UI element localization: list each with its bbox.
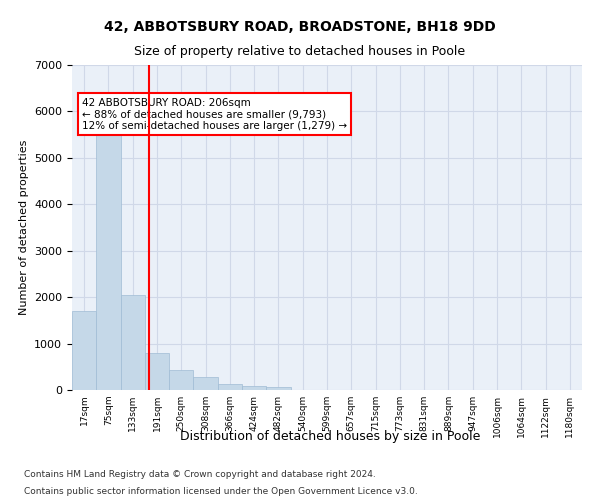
- Text: Distribution of detached houses by size in Poole: Distribution of detached houses by size …: [180, 430, 480, 443]
- Text: Contains HM Land Registry data © Crown copyright and database right 2024.: Contains HM Land Registry data © Crown c…: [24, 470, 376, 479]
- Bar: [218, 384, 242, 390]
- Text: Contains public sector information licensed under the Open Government Licence v3: Contains public sector information licen…: [24, 488, 418, 496]
- Bar: [145, 353, 169, 390]
- Bar: [72, 311, 96, 390]
- Bar: [169, 370, 193, 390]
- Text: 42 ABBOTSBURY ROAD: 206sqm
← 88% of detached houses are smaller (9,793)
12% of s: 42 ABBOTSBURY ROAD: 206sqm ← 88% of deta…: [82, 98, 347, 130]
- Bar: [266, 388, 290, 390]
- Bar: [193, 378, 218, 390]
- Y-axis label: Number of detached properties: Number of detached properties: [19, 140, 29, 315]
- Text: Size of property relative to detached houses in Poole: Size of property relative to detached ho…: [134, 45, 466, 58]
- Bar: [96, 120, 121, 390]
- Text: 42, ABBOTSBURY ROAD, BROADSTONE, BH18 9DD: 42, ABBOTSBURY ROAD, BROADSTONE, BH18 9D…: [104, 20, 496, 34]
- Bar: [121, 295, 145, 390]
- Bar: [242, 386, 266, 390]
